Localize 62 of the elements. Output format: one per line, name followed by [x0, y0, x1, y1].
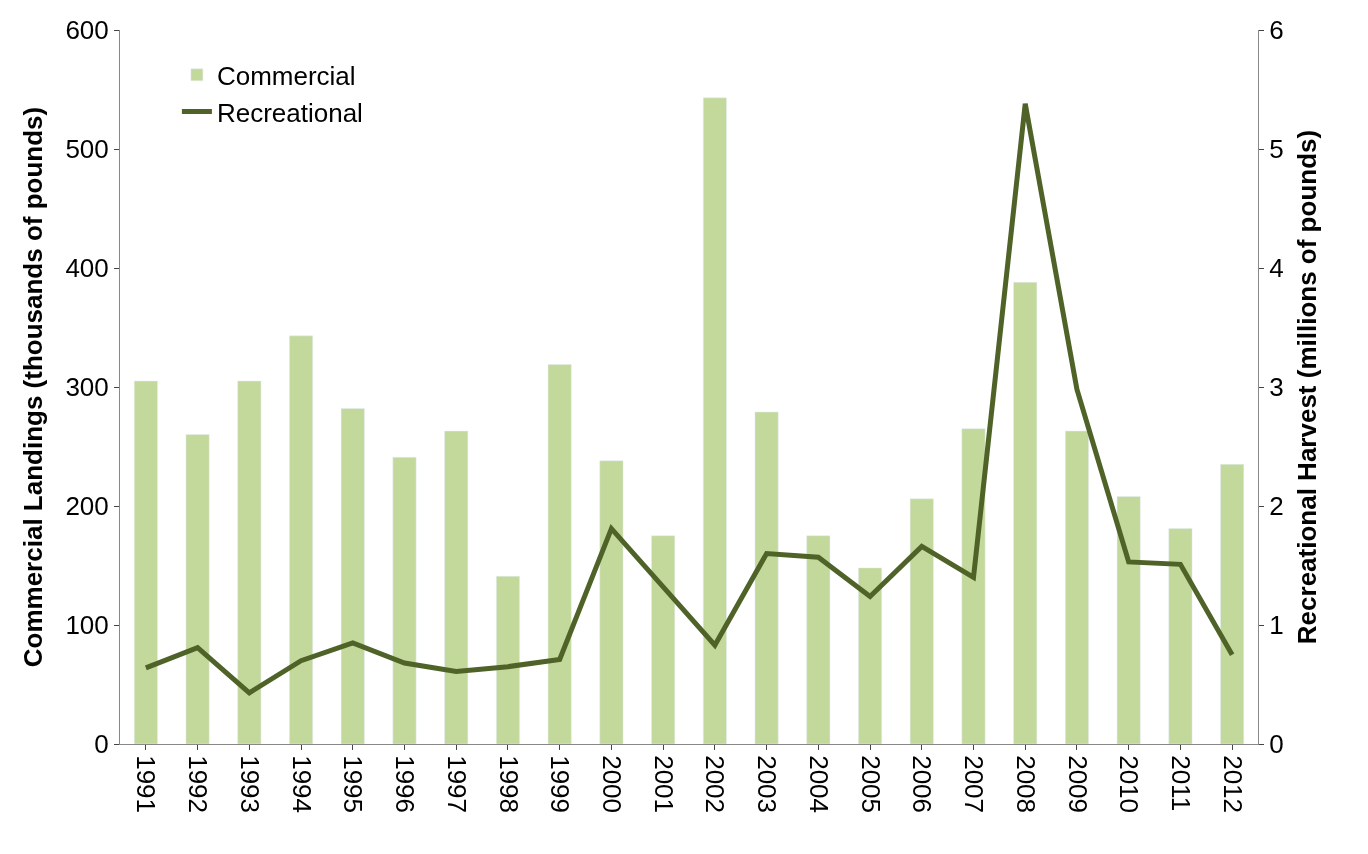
bar [237, 380, 262, 744]
bar [1065, 430, 1089, 744]
x-tick-label: 2006 [907, 755, 938, 814]
y2-axis-title: Recreational Harvest (millions of pounds) [1292, 129, 1323, 645]
x-tick-label: 1997 [441, 755, 472, 814]
y-tick-label: 200 [65, 491, 109, 522]
bar [496, 575, 520, 744]
x-tick-label: 1998 [493, 755, 524, 814]
y-tick-label: 0 [94, 729, 109, 760]
bar [185, 434, 210, 744]
x-tick-label: 2005 [855, 755, 886, 814]
x-tick-label: 2000 [596, 755, 627, 814]
x-tick-label: 2007 [959, 755, 990, 814]
x-tick-label: 1991 [131, 755, 162, 814]
x-tick-label: 2003 [752, 755, 783, 814]
y-tick-label: 300 [65, 372, 109, 403]
x-tick-label: 2010 [1114, 755, 1145, 814]
bar [1220, 464, 1245, 744]
x-tick-label: 2009 [1062, 755, 1093, 814]
y-tick-label: 600 [65, 15, 109, 46]
bar [289, 335, 313, 744]
bar [1116, 496, 1141, 744]
x-tick-label: 1993 [234, 755, 265, 814]
bar [702, 97, 727, 744]
y2-tick-label: 5 [1269, 134, 1284, 165]
bar [1168, 528, 1193, 744]
x-tick-label: 2002 [700, 755, 731, 814]
x-tick-label: 1992 [183, 755, 214, 814]
bar [340, 408, 365, 744]
y-tick-label: 500 [65, 134, 109, 165]
y2-tick-label: 4 [1269, 253, 1284, 284]
bar [909, 498, 934, 744]
y-tick-label: 100 [65, 610, 109, 641]
x-tick-label: 1994 [286, 755, 317, 814]
x-tick-label: 1995 [338, 755, 369, 814]
bar [547, 364, 572, 744]
y2-tick-label: 2 [1269, 491, 1284, 522]
bar [754, 411, 779, 744]
y2-tick-label: 6 [1269, 15, 1284, 46]
bar [651, 535, 676, 744]
bar [961, 428, 986, 744]
y-axis-title: Commercial Landings (thousands of pounds) [17, 106, 48, 668]
y-tick-label: 400 [65, 253, 109, 284]
bar [1013, 282, 1038, 744]
y2-tick-label: 0 [1269, 729, 1284, 760]
x-tick-label: 2008 [1010, 755, 1041, 814]
bar [806, 535, 831, 744]
y2-tick-label: 1 [1269, 610, 1284, 641]
x-tick-label: 1996 [390, 755, 421, 814]
x-tick-label: 2001 [648, 755, 679, 814]
bar [858, 567, 882, 744]
bar [392, 456, 417, 744]
bar [444, 430, 469, 744]
y2-tick-label: 3 [1269, 372, 1284, 403]
x-tick-label: 1999 [545, 755, 576, 814]
bar [133, 380, 158, 744]
x-tick-label: 2011 [1165, 755, 1196, 812]
legend-label: Recreational [216, 97, 363, 128]
x-tick-label: 2012 [1217, 755, 1248, 814]
legend-label: Commercial [216, 60, 356, 91]
bar [599, 460, 624, 744]
x-tick-label: 2004 [803, 755, 834, 814]
